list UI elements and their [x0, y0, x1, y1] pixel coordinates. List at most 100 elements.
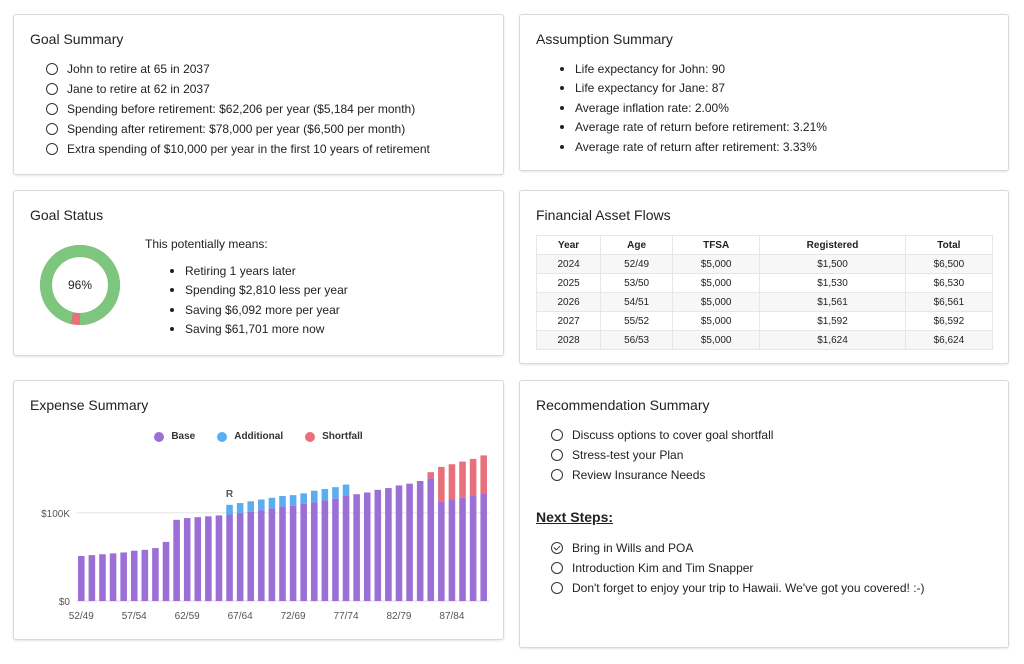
x-tick-label: 67/64 [228, 611, 253, 622]
column-header[interactable]: TFSA [672, 235, 761, 255]
bar-shortfall [427, 472, 435, 479]
bar-base [469, 496, 477, 601]
circle-icon [46, 103, 58, 115]
recommendation-list: Discuss options to cover goal shortfall … [551, 425, 773, 485]
recommendation-item[interactable]: Review Insurance Needs [551, 465, 773, 485]
table-cell: 2024 [535, 254, 602, 274]
bar-base [78, 556, 85, 601]
bar-base [310, 502, 318, 601]
bar-additional [268, 497, 276, 509]
recommendation-item[interactable]: Discuss options to cover goal shortfall [551, 425, 773, 445]
goal-item[interactable]: Extra spending of $10,000 per year in th… [46, 139, 430, 159]
assumption-item: Average rate of return before retirement… [560, 118, 827, 138]
bar-additional [289, 495, 297, 506]
legend-item-shortfall[interactable]: Shortfall [305, 431, 363, 442]
x-tick-label: 62/59 [175, 611, 200, 622]
goal-item[interactable]: Spending before retirement: $62,206 per … [46, 99, 430, 119]
next-step-item[interactable]: Introduction Kim and Tim Snapper [551, 558, 925, 578]
bar-base [194, 517, 202, 601]
assumption-summary-card: Assumption Summary Life expectancy for J… [519, 14, 1009, 171]
table-cell: 2028 [535, 330, 602, 350]
column-header[interactable]: Total [904, 235, 994, 255]
chart-legend: Base Additional Shortfall [14, 431, 503, 442]
table-row: 2026 54/51 $5,000 $1,561 $6,561 [535, 292, 994, 312]
bar-additional [342, 484, 350, 496]
asset-flows-card: Financial Asset Flows Year Age TFSA Regi… [519, 190, 1009, 364]
means-title: This potentially means: [145, 237, 268, 251]
bar-base [438, 501, 445, 601]
legend-item-base[interactable]: Base [154, 431, 195, 442]
bar-base [109, 553, 117, 601]
table-cell: $6,624 [904, 330, 994, 350]
bar-base [226, 514, 233, 601]
table-header-row: Year Age TFSA Registered Total [535, 235, 994, 255]
bar-base [120, 552, 127, 601]
column-header[interactable]: Age [600, 235, 674, 255]
bullet-icon [170, 327, 174, 332]
goal-item[interactable]: Jane to retire at 62 in 2037 [46, 79, 430, 99]
bar-shortfall [469, 458, 477, 496]
bar-additional [332, 487, 339, 499]
bar-base [183, 518, 191, 601]
table-cell: $5,000 [672, 292, 761, 312]
column-header[interactable]: Year [535, 235, 602, 255]
bar-base [141, 549, 149, 601]
column-header[interactable]: Registered [759, 235, 906, 255]
table-cell: $1,624 [759, 330, 906, 350]
table-row: 2024 52/49 $5,000 $1,500 $6,500 [535, 254, 994, 274]
bar-base [279, 506, 286, 601]
table-cell: 54/51 [600, 292, 674, 312]
x-tick-label: 52/49 [69, 611, 94, 622]
goal-list: John to retire at 65 in 2037 Jane to ret… [46, 59, 430, 159]
next-steps-heading: Next Steps: [536, 509, 614, 525]
circle-icon[interactable] [551, 582, 563, 594]
circle-icon[interactable] [551, 562, 563, 574]
assumption-item: Average rate of return after retirement:… [560, 137, 827, 157]
table-cell: $6,530 [904, 273, 994, 293]
x-tick-label: 57/54 [122, 611, 147, 622]
bar-base [162, 541, 170, 601]
expense-bar-chart: $0 $100K R 52/49 57/54 62/59 67/64 72/69 77/74 82… [41, 455, 489, 622]
table-cell: 53/50 [600, 273, 674, 293]
bar-base [448, 499, 456, 601]
table-cell: $1,592 [759, 311, 906, 331]
means-list: Retiring 1 years later Spending $2,810 l… [170, 261, 348, 339]
bar-base [152, 548, 159, 601]
goal-item[interactable]: John to retire at 65 in 2037 [46, 59, 430, 79]
table-cell: 2026 [535, 292, 602, 312]
table-cell: 52/49 [600, 254, 674, 274]
bar-base [215, 515, 223, 601]
next-step-item[interactable]: Bring in Wills and POA [551, 538, 925, 558]
x-tick-label: 72/69 [281, 611, 306, 622]
bullet-icon [560, 125, 564, 130]
table-cell: $1,530 [759, 273, 906, 293]
check-circle-icon[interactable] [551, 542, 563, 554]
bar-base [342, 496, 350, 601]
bar-additional [321, 488, 329, 501]
legend-swatch [154, 431, 165, 442]
legend-swatch [305, 431, 316, 442]
x-tick-label: 87/84 [439, 611, 464, 622]
bar-base [416, 481, 424, 601]
assumption-list: Life expectancy for John: 90 Life expect… [560, 59, 827, 157]
recommendation-item[interactable]: Stress-test your Plan [551, 445, 773, 465]
circle-icon [46, 143, 58, 155]
donut-percent-label: 96% [68, 278, 92, 292]
bar-base [99, 554, 106, 601]
circle-icon [46, 63, 58, 75]
bar-base [459, 497, 466, 601]
bar-shortfall [459, 461, 466, 498]
bar-shortfall [438, 466, 445, 502]
bar-base [395, 485, 403, 601]
x-tick-label: 82/79 [386, 611, 411, 622]
bar-base [247, 511, 255, 601]
bar-shortfall [448, 464, 456, 500]
bar-base [88, 555, 96, 601]
table-row: 2027 55/52 $5,000 $1,592 $6,592 [535, 311, 994, 331]
legend-item-additional[interactable]: Additional [217, 431, 283, 442]
next-step-item[interactable]: Don't forget to enjoy your trip to Hawai… [551, 578, 925, 598]
table-cell: 55/52 [600, 311, 674, 331]
recommendation-summary-card: Recommendation Summary Discuss options t… [519, 380, 1009, 648]
goal-item[interactable]: Spending after retirement: $78,000 per y… [46, 119, 430, 139]
x-tick-label: 77/74 [334, 611, 359, 622]
